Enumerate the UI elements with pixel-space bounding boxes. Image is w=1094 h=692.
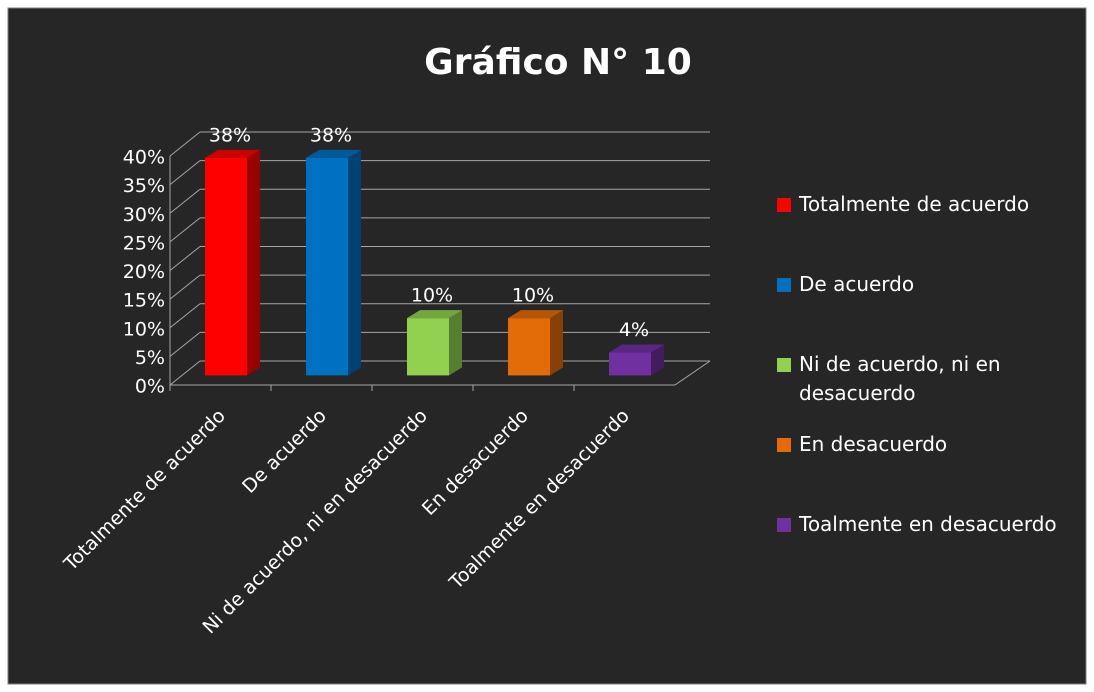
bar-top-shade <box>205 149 260 158</box>
bar <box>306 157 348 376</box>
grid-line <box>169 188 201 214</box>
bar-top-shade <box>306 149 361 158</box>
legend-item: Totalmente de acuerdo <box>777 190 1077 270</box>
legend-label: De acuerdo <box>799 272 915 296</box>
legend-item: Ni de acuerdo, ni en desacuerdo <box>777 350 1077 430</box>
axis-line <box>674 360 711 386</box>
y-tick-label: 15% <box>123 290 165 312</box>
bar-side <box>449 310 462 376</box>
grid-line <box>169 331 201 357</box>
grid-line <box>169 274 201 300</box>
grid-line <box>169 217 201 243</box>
legend-item: Toalmente en desacuerdo <box>777 510 1077 590</box>
bar-side-shade <box>550 310 563 376</box>
legend-label: Totalmente de acuerdo <box>799 192 1030 216</box>
bar-side-shade <box>449 310 462 376</box>
bar <box>205 157 247 376</box>
bar-side <box>247 149 260 376</box>
y-tick-label: 40% <box>123 147 165 169</box>
legend-swatch <box>777 198 791 212</box>
bar-side <box>550 310 563 376</box>
legend-swatch <box>777 358 791 372</box>
legend-swatch <box>777 518 791 532</box>
data-label: 38% <box>310 124 352 146</box>
data-label: 4% <box>619 319 649 341</box>
y-tick-label: 30% <box>123 204 165 226</box>
bar-top-shade <box>609 344 664 353</box>
bar-side <box>651 344 664 376</box>
data-label: 10% <box>512 285 554 307</box>
bar-top <box>508 310 563 319</box>
bar <box>407 318 449 376</box>
bar <box>508 318 550 376</box>
legend-item: En desacuerdo <box>777 430 1077 510</box>
bar-side-shade <box>247 149 260 376</box>
grid-line <box>169 360 201 386</box>
legend-label: Ni de acuerdo, ni en desacuerdo <box>799 352 1001 405</box>
grid-line <box>169 303 201 329</box>
data-label: 10% <box>411 285 453 307</box>
legend-label: En desacuerdo <box>799 432 948 456</box>
bar-top <box>609 344 664 353</box>
bar-side-shade <box>651 344 664 376</box>
legend-swatch <box>777 438 791 452</box>
y-tick-label: 25% <box>123 232 165 254</box>
bar-top <box>407 310 462 319</box>
bar <box>609 352 651 376</box>
legend: Totalmente de acuerdo De acuerdo Ni de acu… <box>777 190 1077 590</box>
y-tick-label: 5% <box>135 347 165 369</box>
y-tick-label: 35% <box>123 175 165 197</box>
grid-line <box>169 246 201 271</box>
grid-line <box>169 160 201 186</box>
legend-item: De acuerdo <box>777 270 1077 350</box>
y-tick-label: 10% <box>123 318 165 340</box>
bar-top-shade <box>508 310 563 319</box>
y-tick-label: 0% <box>135 376 165 398</box>
chart-title: Gráfico N° 10 <box>424 42 692 83</box>
bar-side <box>348 149 361 376</box>
grid-line <box>169 131 201 157</box>
legend-swatch <box>777 278 791 292</box>
bar-side-shade <box>348 149 361 376</box>
y-tick-label: 20% <box>123 261 165 283</box>
data-label: 38% <box>209 124 251 146</box>
bar-top-shade <box>407 310 462 319</box>
bar-top <box>306 149 361 158</box>
legend-label: Toalmente en desacuerdo <box>799 512 1057 536</box>
bar-top <box>205 149 260 158</box>
